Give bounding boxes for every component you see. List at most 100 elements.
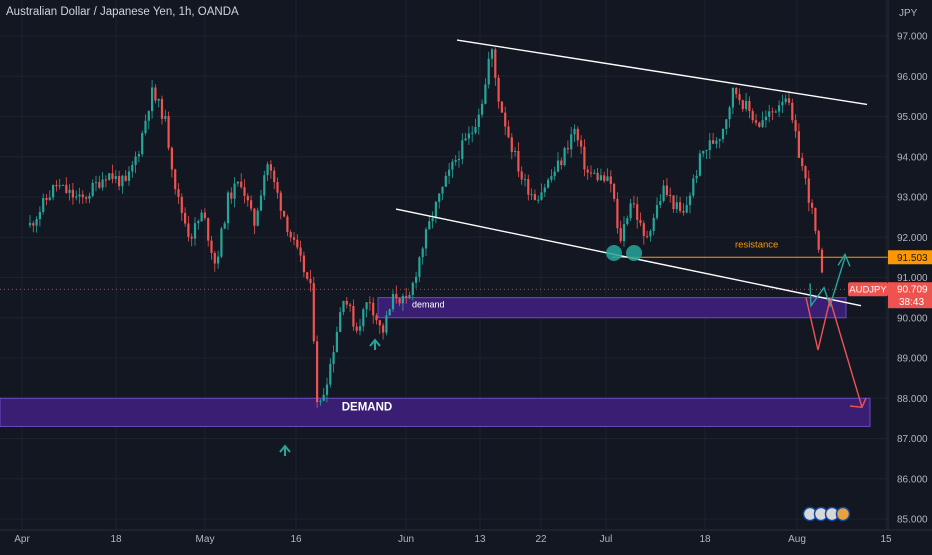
candle-body [141,133,143,154]
candle-body [801,158,803,166]
candle-body [108,173,110,180]
candle-body [504,113,506,127]
candle-body [560,161,562,165]
candle-body [316,341,318,402]
candle-body [283,211,285,217]
candle-body [105,179,107,180]
chart-title: Australian Dollar / Japanese Yen, 1h, OA… [6,6,239,18]
x-tick-label: Jul [600,534,613,545]
candle-body [346,301,348,305]
candle-body [623,224,625,241]
candle-body [230,193,232,199]
candle-body [273,171,275,182]
candle-body [263,175,265,195]
candle-body [781,102,783,105]
x-tick-label: 18 [699,534,711,545]
candle-body [633,203,635,204]
candle-body [392,294,394,309]
candle-body [65,185,67,193]
candle-body [481,104,483,115]
candle-body [253,209,255,226]
candle-body [811,203,813,208]
candle-body [247,196,249,200]
candle-body [313,283,315,341]
candle-body [303,255,305,272]
candle-body [814,208,816,231]
candle-body [85,197,87,198]
candle-body [808,178,810,202]
candle-body [217,257,219,264]
candle-body [181,197,183,213]
y-tick-label: 87.000 [897,434,928,445]
candle-body [399,298,401,303]
candle-body [491,49,493,58]
candle-body [705,150,707,151]
candle-body [725,119,727,129]
candle-body [498,78,500,102]
candle-body [653,218,655,231]
candle-body [356,327,358,331]
candle-body [524,179,526,180]
candle-body [577,129,579,141]
candle-body [729,108,731,120]
candle-body [204,213,206,219]
candle-body [78,195,80,197]
candle-body [514,151,516,152]
candle-body [194,223,196,238]
double-bottom-marker [606,245,622,261]
x-tick-label: 18 [110,534,122,545]
candle-body [715,141,717,144]
candle-body [603,175,605,181]
candle-body [468,134,470,139]
candle-body [138,154,140,156]
countdown-text: 38:43 [899,297,924,308]
candle-body [791,103,793,121]
candle-body [49,197,51,199]
candle-body [88,196,90,199]
candle-body [72,190,74,198]
candle-body [484,84,486,103]
candle-body [32,223,34,226]
candle-body [125,176,127,181]
candle-body [620,228,622,241]
candle-body [428,221,430,229]
candle-body [177,189,179,197]
candle-body [379,320,381,325]
demand-zone-small [378,298,846,318]
candle-body [672,195,674,209]
candle-body [663,186,665,201]
candle-body [339,312,341,332]
candle-body [293,237,295,239]
candle-body [507,127,509,138]
candle-body [115,176,117,179]
candle-body [587,170,589,173]
candle-body [768,111,770,116]
candle-body [118,176,120,186]
candle-body [333,352,335,364]
candle-body [422,248,424,257]
candle-body [679,202,681,211]
candle-body [613,184,615,199]
candle-body [237,182,239,184]
candle-body [643,223,645,236]
candle-body [220,229,222,257]
candle-body [554,172,556,176]
candle-body [544,188,546,193]
candle-body [45,198,47,200]
candle-body [478,115,480,127]
candle-body [52,185,54,198]
candle-body [719,139,721,141]
x-tick-label: Jun [398,534,414,545]
candle-body [616,199,618,228]
candle-body [191,237,193,239]
candle-body [699,154,701,176]
candle-body [135,156,137,164]
candle-body [564,148,566,165]
candle-body [517,151,519,172]
y-tick-label: 96.000 [897,72,928,83]
candle-body [98,182,100,187]
